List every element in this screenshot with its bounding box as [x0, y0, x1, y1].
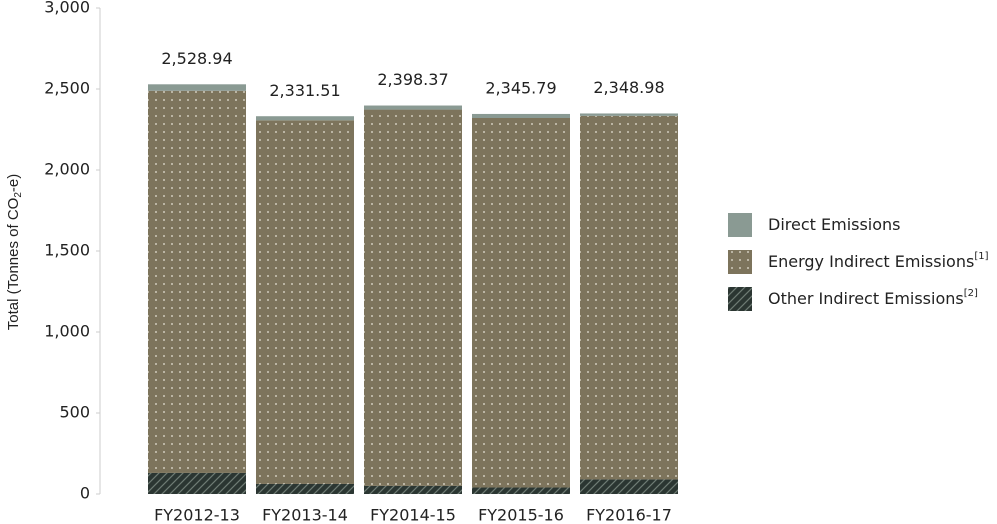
legend-name: Direct Emissions: [768, 215, 901, 234]
bar-segment: [256, 120, 354, 484]
legend-note: [1]: [974, 251, 988, 262]
total-label: 2,331.51: [269, 81, 340, 100]
bar-segment: [472, 487, 570, 494]
y-axis-title: Total (Tonnes of CO2-e): [5, 174, 24, 330]
y-tick-label: 0: [80, 484, 90, 503]
bar-segment: [364, 109, 462, 486]
y-title-text: -e): [5, 174, 22, 192]
bar-segment: [256, 483, 354, 494]
bar-segment: [472, 117, 570, 488]
y-tick-label: 2,500: [44, 79, 90, 98]
total-label: 2,398.37: [377, 70, 448, 89]
bar-segment: [580, 115, 678, 480]
x-tick-label: FY2013-14: [262, 506, 348, 524]
bar-segment: [472, 113, 570, 118]
bar-segment: [364, 105, 462, 110]
bar-segment: [364, 485, 462, 494]
bar-segment: [256, 116, 354, 121]
legend-note: [2]: [964, 288, 978, 299]
y-title-text: Total (Tonnes of CO: [5, 198, 22, 331]
legend-swatch: [728, 287, 752, 311]
y-tick-label: 2,000: [44, 160, 90, 179]
x-tick-label: FY2012-13: [154, 506, 240, 524]
y-tick-label: 1,500: [44, 241, 90, 260]
legend-label: Energy Indirect Emissions[1]: [768, 251, 989, 271]
legend-name: Energy Indirect Emissions: [768, 252, 974, 271]
y-tick-label: 500: [59, 403, 90, 422]
legend-swatch: [728, 250, 752, 274]
total-label: 2,348.98: [593, 78, 664, 97]
x-tick-label: FY2014-15: [370, 506, 456, 524]
x-tick-label: FY2015-16: [478, 506, 564, 524]
total-label: 2,528.94: [161, 49, 232, 68]
y-title-sub: 2: [13, 192, 24, 198]
legend-label: Other Indirect Emissions[2]: [768, 288, 978, 308]
bar-segment: [148, 472, 246, 494]
bar-segment: [580, 113, 678, 116]
y-tick-label: 1,000: [44, 322, 90, 341]
legend-name: Other Indirect Emissions: [768, 289, 964, 308]
bar-segment: [148, 90, 246, 473]
bar-segment: [580, 479, 678, 494]
legend-swatch: [728, 213, 752, 237]
legend-label: Direct Emissions: [768, 215, 901, 234]
x-tick-label: FY2016-17: [586, 506, 672, 524]
bar-segment: [148, 84, 246, 91]
y-tick-label: 3,000: [44, 0, 90, 17]
total-label: 2,345.79: [485, 78, 556, 97]
